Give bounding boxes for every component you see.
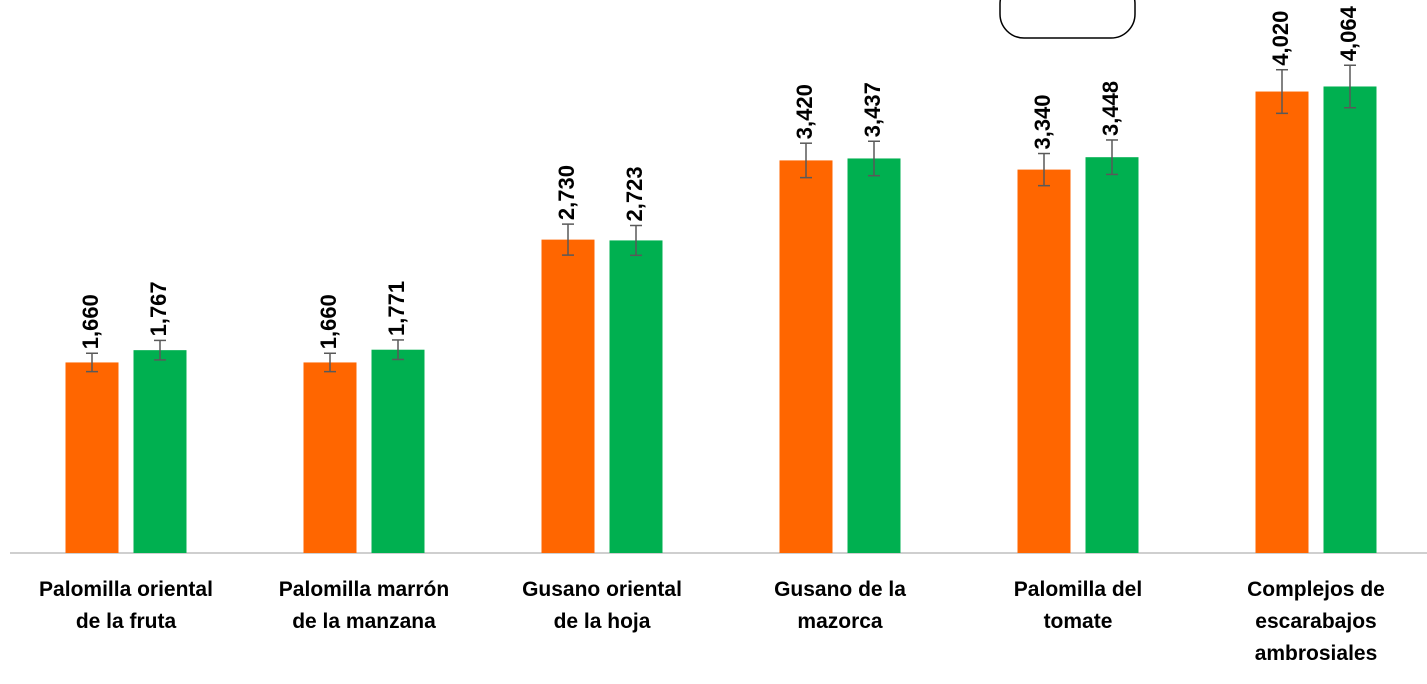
- data-label: 1,767: [146, 281, 171, 336]
- data-label: 2,723: [622, 166, 647, 221]
- callout-box: [999, 0, 1136, 39]
- x-tick-label: Gusano de la mazorca: [774, 578, 906, 633]
- bar: [133, 350, 187, 553]
- data-label: 3,437: [860, 82, 885, 137]
- bar: [303, 362, 357, 553]
- data-label: 4,064: [1336, 5, 1361, 61]
- bar: [541, 239, 595, 553]
- data-label: 4,020: [1268, 11, 1293, 66]
- bar: [847, 158, 901, 553]
- bar: [609, 240, 663, 553]
- data-label: 3,448: [1098, 81, 1123, 136]
- bar: [1017, 169, 1071, 554]
- bar: [65, 362, 119, 553]
- x-tick-label: Gusano oriental de la hoja: [522, 578, 682, 633]
- bar: [1323, 86, 1377, 553]
- data-label: 3,420: [792, 84, 817, 139]
- data-label: 1,660: [316, 294, 341, 349]
- bar: [371, 349, 425, 553]
- x-tick-label: Complejos de escarabajos ambrosiales: [1247, 578, 1385, 665]
- x-tick-label: Palomilla del tomate: [1013, 578, 1143, 633]
- bar: [1255, 91, 1309, 553]
- data-label: 1,660: [78, 294, 103, 349]
- data-label: 2,730: [554, 165, 579, 220]
- x-tick-label: Palomilla marrón de la manzana: [278, 578, 450, 633]
- bar: [1085, 157, 1139, 553]
- x-tick-label: Palomilla oriental de la fruta: [39, 578, 213, 633]
- data-label: 1,771: [384, 281, 409, 336]
- data-label: 3,340: [1030, 94, 1055, 149]
- bar: [779, 160, 833, 553]
